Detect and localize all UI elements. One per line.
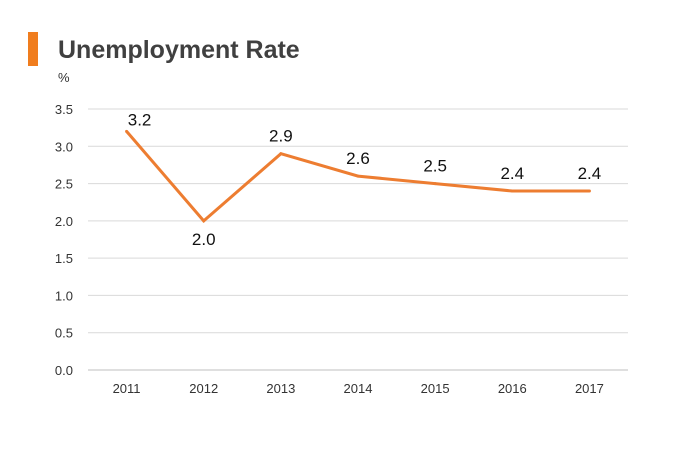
y-tick-label: 3.0 xyxy=(55,139,73,154)
chart-title: Unemployment Rate xyxy=(58,36,300,64)
data-point xyxy=(433,182,437,186)
y-tick-label: 0.0 xyxy=(55,363,73,378)
data-label: 2.9 xyxy=(269,127,293,146)
chart-header: Unemployment Rate xyxy=(0,0,700,80)
data-point xyxy=(202,219,206,223)
x-tick-label: 2015 xyxy=(421,381,450,396)
y-tick-label: 1.5 xyxy=(55,251,73,266)
data-point xyxy=(587,189,591,193)
x-tick-label: 2016 xyxy=(498,381,527,396)
y-tick-label: 2.5 xyxy=(55,177,73,192)
axes: % 0.0 0.5 1.0 1.5 2.0 2.5 3.0 3.5 2011 2012 2013 201… xyxy=(55,70,628,396)
data-point xyxy=(125,129,129,133)
data-label: 2.0 xyxy=(192,230,216,249)
x-tick-label: 2011 xyxy=(113,381,141,396)
series xyxy=(125,129,591,224)
data-label: 2.5 xyxy=(423,157,447,176)
y-tick-label: 2.0 xyxy=(55,214,73,229)
y-axis-unit-label: % xyxy=(58,70,70,85)
data-label: 3.2 xyxy=(128,110,152,129)
x-tick-label: 2017 xyxy=(575,381,604,396)
data-label: 2.4 xyxy=(500,164,524,183)
data-label: 2.4 xyxy=(578,164,602,183)
x-tick-label: 2012 xyxy=(189,381,218,396)
x-tick-label: 2013 xyxy=(266,381,295,396)
data-point xyxy=(356,174,360,178)
gridlines xyxy=(88,108,628,334)
data-point xyxy=(279,152,283,156)
y-tick-label: 1.0 xyxy=(55,288,73,303)
data-labels: 3.2 2.0 2.9 2.6 2.5 2.4 2.4 xyxy=(128,110,601,248)
x-tick-label: 2014 xyxy=(344,381,373,396)
title-accent-bar xyxy=(28,32,38,66)
y-tick-label: 0.5 xyxy=(55,326,73,341)
data-label: 2.6 xyxy=(346,149,370,168)
y-tick-label: 3.5 xyxy=(55,102,73,117)
data-point xyxy=(510,189,514,193)
